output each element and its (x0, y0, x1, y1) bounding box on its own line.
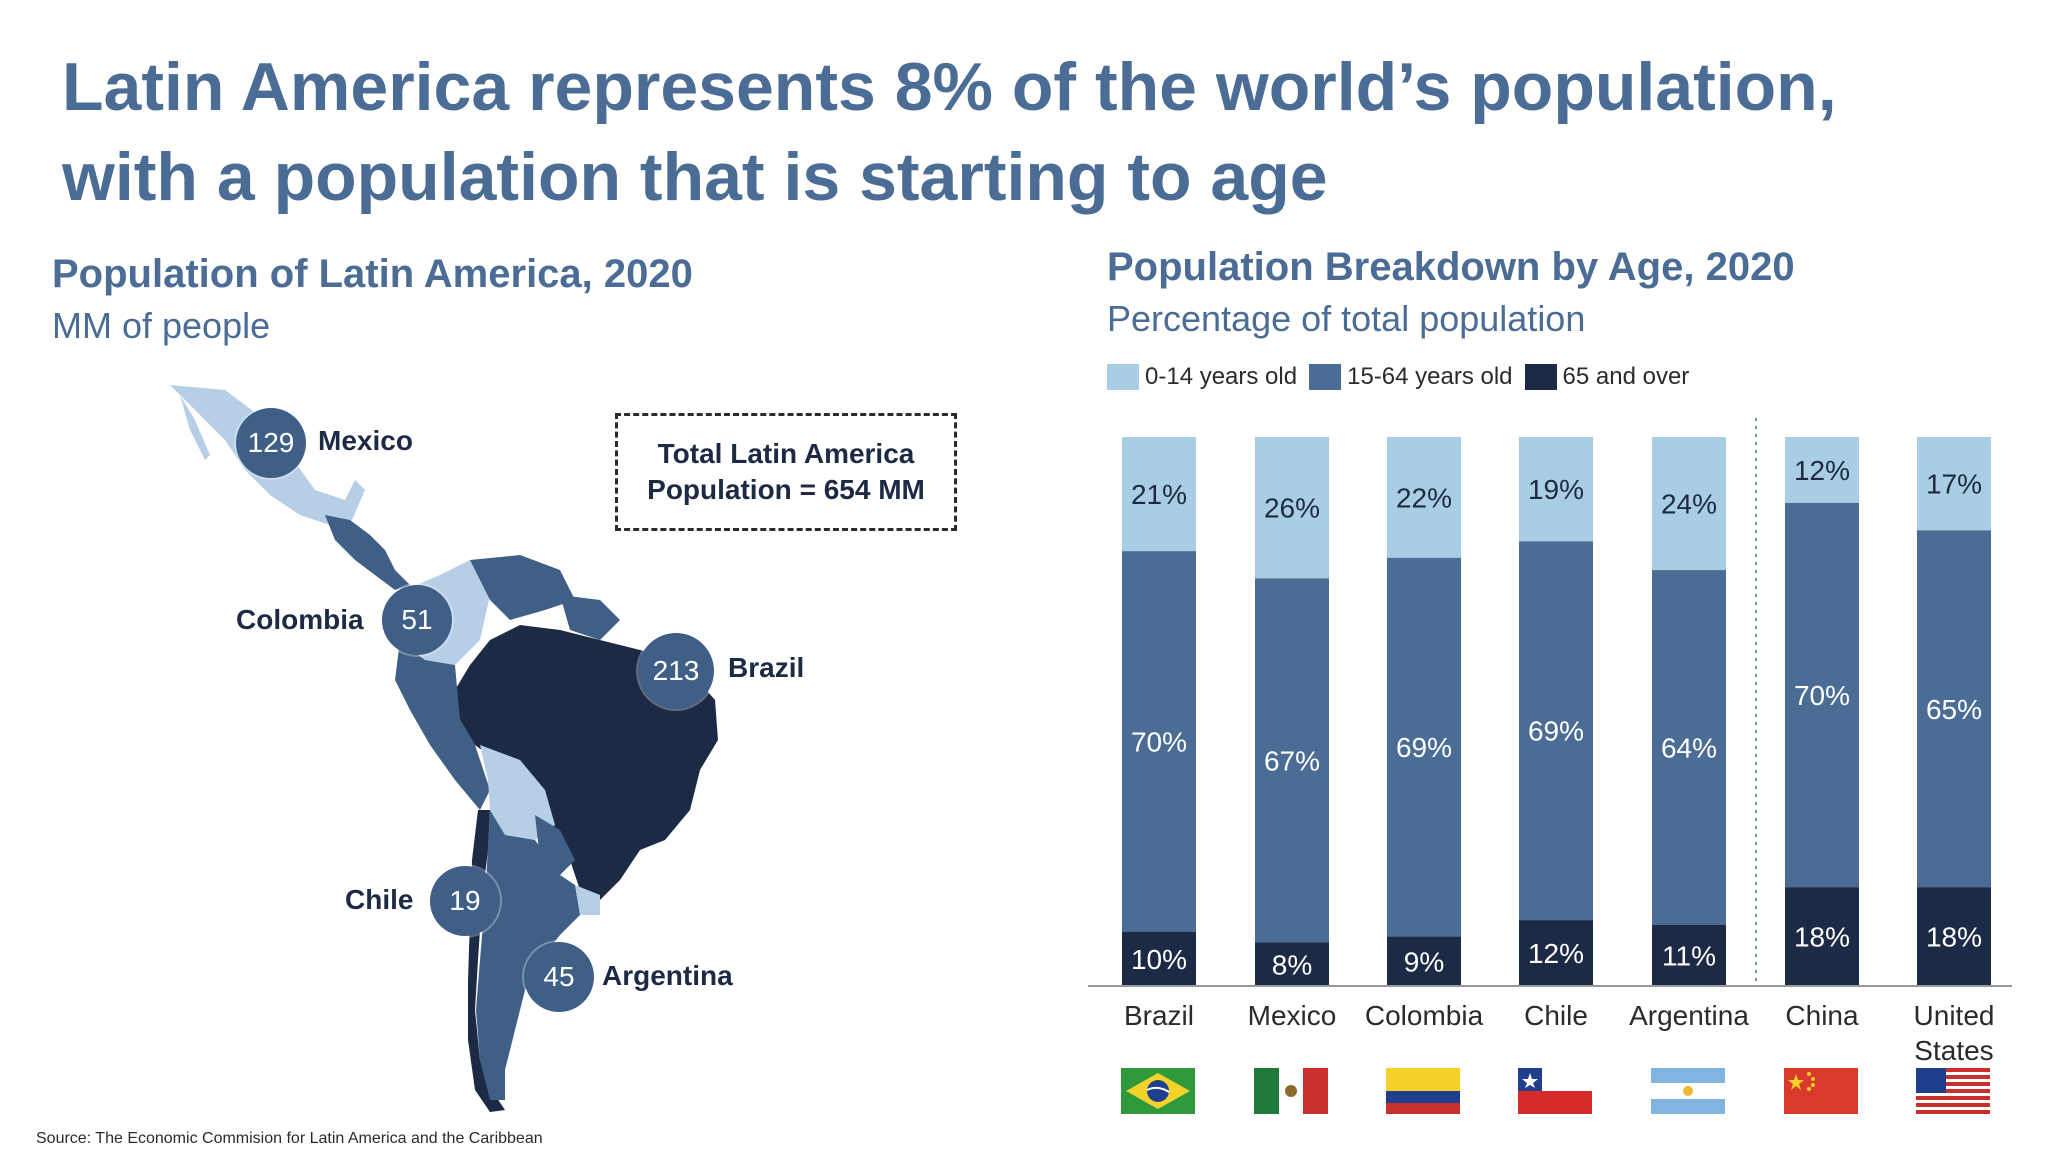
data-label-old-mexico: 8% (1272, 949, 1312, 980)
data-label-young-chile: 19% (1528, 474, 1584, 505)
argentina-label: Argentina (602, 960, 733, 991)
bar-segment-young-china (1785, 437, 1859, 503)
legend-swatch-young (1107, 364, 1139, 390)
brazil-label: Brazil (728, 652, 805, 683)
data-label-old-colombia: 9% (1404, 946, 1444, 977)
data-label-young-united-states: 17% (1926, 469, 1982, 500)
data-label-young-china: 12% (1794, 455, 1850, 486)
data-label-young-argentina: 24% (1661, 489, 1717, 520)
usa-flag (1916, 1068, 1990, 1114)
legend-swatch-working (1309, 364, 1342, 390)
bar-segment-old-united-states (1917, 887, 1991, 986)
mexico-flag (1254, 1068, 1328, 1114)
map-region-peru (395, 640, 490, 810)
legend-label-working: 15-64 years old (1347, 363, 1513, 390)
legend-swatch-old (1524, 364, 1557, 390)
colombia-flag (1386, 1068, 1460, 1114)
mexico-population-bubble: 129 (236, 408, 306, 478)
right-panel-subtitle: Percentage of total population (1107, 298, 1586, 339)
bar-segment-old-chile (1519, 920, 1593, 986)
map-region-uruguay (575, 885, 600, 915)
headline-line-2: with a population that is starting to ag… (62, 139, 1328, 215)
category-label-mexico: Mexico (1248, 1000, 1337, 1031)
legend-item-old: 65 and over (1524, 363, 1690, 391)
bar-segment-working-china (1785, 502, 1859, 888)
map-region-guianas (560, 595, 620, 640)
bar-segment-young-argentina (1652, 437, 1726, 571)
total-population-callout: Total Latin America Population = 654 MM (615, 413, 957, 531)
data-label-old-united-states: 18% (1926, 922, 1982, 953)
data-label-working-united-states: 65% (1926, 694, 1982, 725)
brazil-flag (1121, 1068, 1195, 1114)
map-region-venezuela (470, 555, 575, 620)
bar-segment-old-argentina (1652, 925, 1726, 986)
data-label-young-brazil: 21% (1131, 479, 1187, 510)
data-label-young-colombia: 22% (1396, 482, 1452, 513)
data-label-old-brazil: 10% (1131, 944, 1187, 975)
category-label-united-states: United (1914, 1000, 1995, 1031)
right-panel-title: Population Breakdown by Age, 2020 (1107, 245, 1795, 289)
category-label-colombia: Colombia (1365, 1000, 1484, 1031)
legend-item-working: 15-64 years old (1309, 363, 1513, 391)
left-panel-title: Population of Latin America, 2020 (52, 252, 693, 296)
brazil-population-bubble: 213 (638, 633, 714, 709)
data-label-old-chile: 12% (1528, 938, 1584, 969)
bar-segment-young-brazil (1122, 437, 1196, 552)
mexico-label: Mexico (318, 425, 413, 456)
bar-segment-young-mexico (1255, 437, 1329, 579)
legend-label-old: 65 and over (1562, 363, 1690, 390)
data-label-working-argentina: 64% (1661, 733, 1717, 764)
colombia-population-bubble: 51 (382, 585, 452, 655)
data-label-working-china: 70% (1794, 680, 1850, 711)
bar-segment-old-colombia (1387, 936, 1461, 986)
data-label-old-argentina: 11% (1662, 941, 1716, 972)
headline-line-1: Latin America represents 8% of the world… (62, 49, 1837, 125)
data-label-old-china: 18% (1794, 922, 1850, 953)
callout-line-1: Total Latin America (657, 438, 915, 469)
bar-segment-working-argentina (1652, 570, 1726, 925)
bar-segment-young-chile (1519, 437, 1593, 542)
bar-segment-old-brazil (1122, 931, 1196, 986)
map-region-argentina (476, 810, 580, 1100)
category-label-united-states: States (1914, 1035, 1993, 1066)
left-panel-subtitle: MM of people (52, 305, 271, 346)
bar-segment-working-united-states (1917, 530, 1991, 888)
argentina-population-bubble: 45 (524, 942, 594, 1012)
chile-flag (1518, 1068, 1592, 1114)
legend-label-young: 0-14 years old (1145, 363, 1298, 390)
chart-legend: 0-14 years old 15-64 years old 65 and ov… (1107, 363, 1701, 391)
data-label-young-mexico: 26% (1264, 493, 1320, 524)
data-label-working-mexico: 67% (1264, 745, 1320, 776)
bar-segment-young-united-states (1917, 437, 1991, 531)
bar-segment-working-mexico (1255, 578, 1329, 943)
data-label-working-chile: 69% (1528, 716, 1584, 747)
bar-segment-working-chile (1519, 541, 1593, 921)
bar-segment-old-china (1785, 887, 1859, 986)
colombia-label: Colombia (236, 604, 364, 635)
callout-line-2: Population = 654 MM (647, 474, 925, 505)
category-label-argentina: Argentina (1629, 1000, 1749, 1031)
category-label-china: China (1785, 1000, 1859, 1031)
map-region-baja (180, 395, 210, 460)
legend-item-young: 0-14 years old (1107, 363, 1297, 391)
bar-segment-young-colombia (1387, 437, 1461, 558)
bar-segment-working-colombia (1387, 557, 1461, 937)
category-label-chile: Chile (1524, 1000, 1588, 1031)
chile-label: Chile (345, 884, 414, 915)
bar-segment-working-brazil (1122, 551, 1196, 932)
china-flag (1784, 1068, 1858, 1114)
source-note: Source: The Economic Commision for Latin… (36, 1130, 543, 1147)
argentina-flag (1651, 1068, 1725, 1114)
headline: Latin America represents 8% of the world… (62, 42, 2022, 222)
map-region-central-america (325, 515, 410, 590)
bar-segment-old-mexico (1255, 942, 1329, 986)
data-label-working-brazil: 70% (1131, 726, 1187, 757)
chile-population-bubble: 19 (430, 866, 500, 936)
category-label-brazil: Brazil (1124, 1000, 1194, 1031)
data-label-working-colombia: 69% (1396, 732, 1452, 763)
